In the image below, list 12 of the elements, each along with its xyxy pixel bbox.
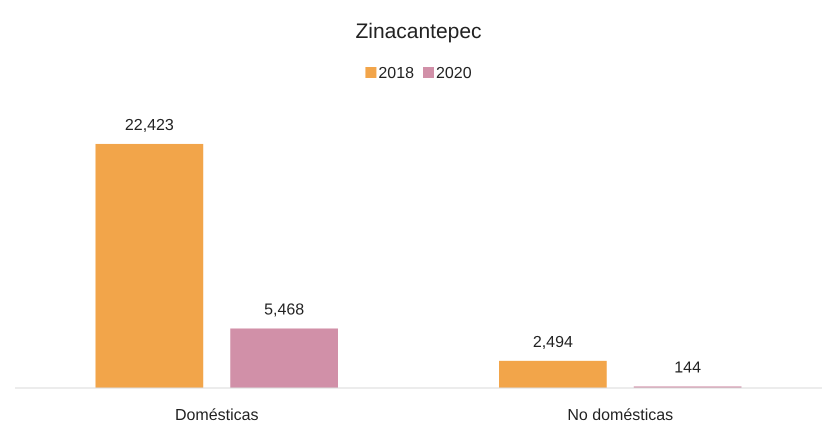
- chart-title: Zinacantepec: [355, 20, 482, 43]
- bar: [230, 328, 338, 388]
- bar: [96, 144, 204, 388]
- bar: [499, 360, 607, 388]
- x-tick-label: Domésticas: [174, 407, 259, 424]
- data-label: 144: [674, 359, 702, 376]
- data-label: 22,423: [124, 116, 174, 134]
- legend-label: 2018: [378, 65, 414, 82]
- legend-label: 2020: [436, 65, 472, 82]
- data-label: 2,494: [532, 334, 573, 351]
- x-tick-label: No domésticas: [567, 407, 674, 424]
- data-label: 5,468: [264, 301, 304, 318]
